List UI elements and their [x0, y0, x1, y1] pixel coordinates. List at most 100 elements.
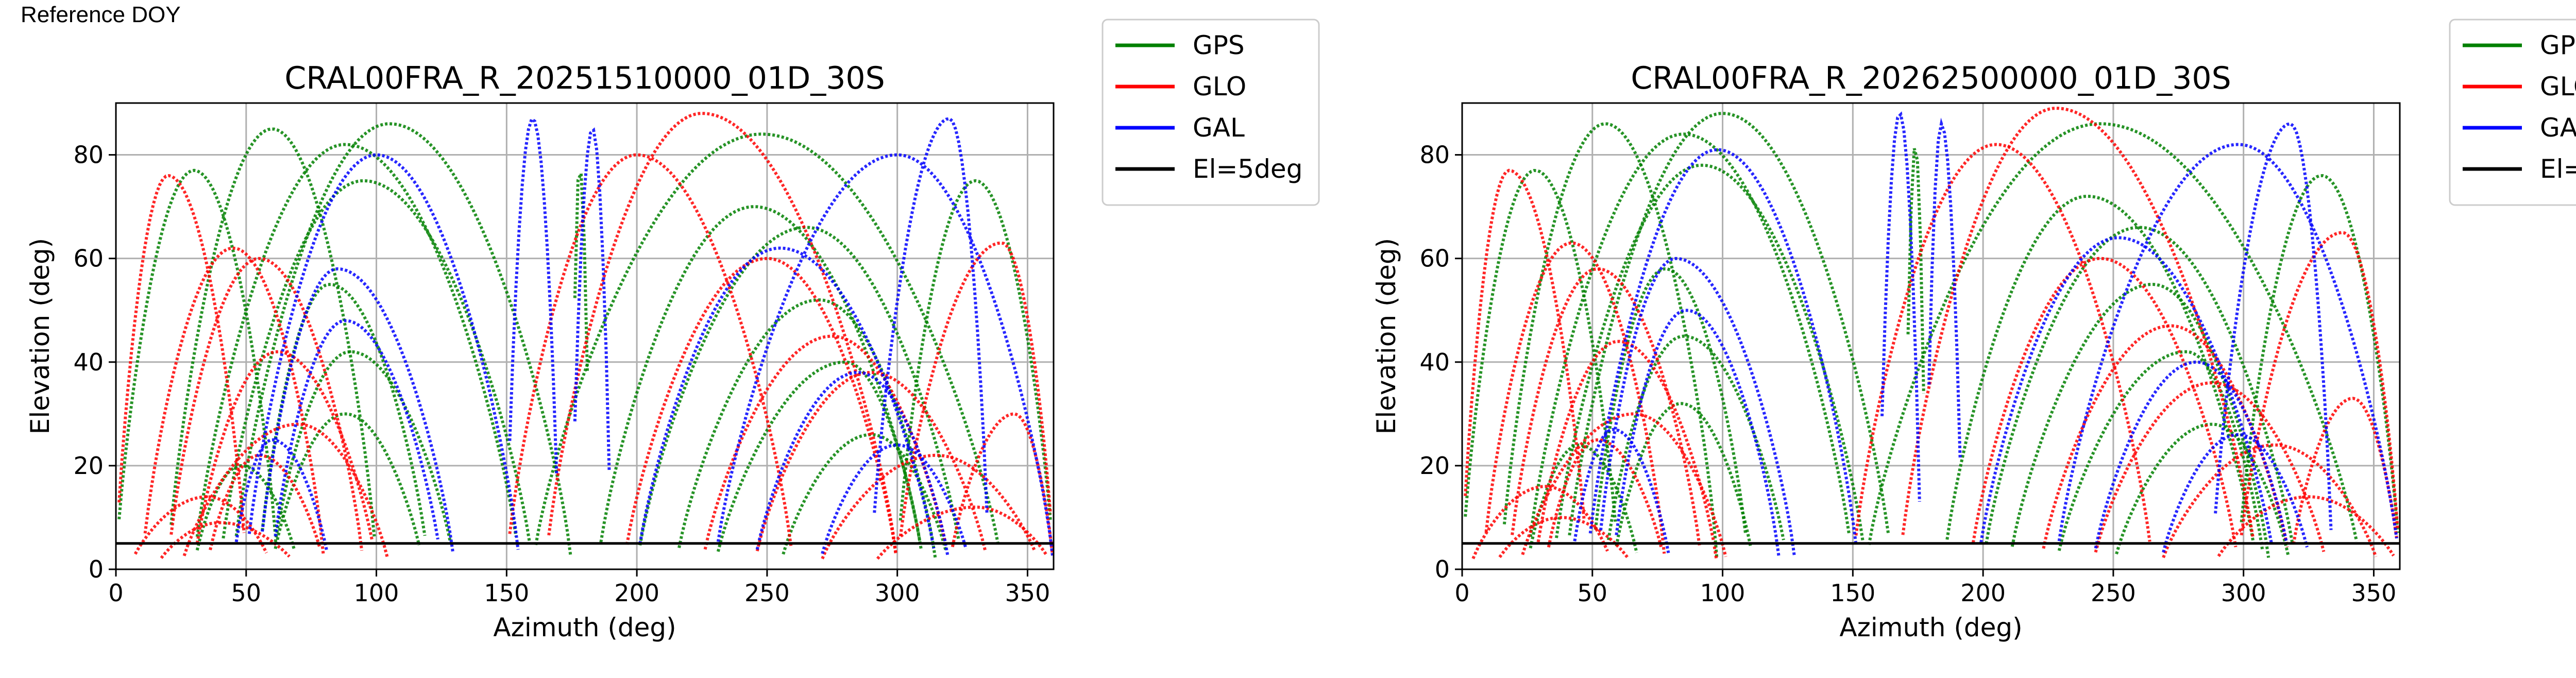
chart-title: CRAL00FRA_R_20262500000_01D_30S [1631, 60, 2231, 96]
series-track-gps [1607, 334, 1785, 540]
y-tick-label: 40 [1419, 348, 1450, 376]
series-track-glo [1536, 340, 1718, 560]
series-track-gal [1880, 111, 1921, 502]
y-tick-label: 80 [73, 141, 104, 169]
series-track-gal [234, 438, 329, 552]
y-tick-label: 60 [73, 245, 104, 273]
x-tick-label: 300 [875, 579, 920, 607]
series-track-glo [508, 153, 793, 547]
plot-area [117, 112, 1054, 560]
y-tick-label: 60 [1419, 245, 1450, 273]
series-track-glo [876, 505, 1048, 560]
reference-doy-label: Reference DOY [21, 2, 181, 27]
chart-title: CRAL00FRA_R_20251510000_01D_30S [284, 60, 885, 96]
series-track-gal [274, 319, 439, 540]
x-tick-label: 50 [1578, 579, 1608, 607]
series-track-glo [209, 453, 321, 551]
y-axis-label: Elevation (deg) [25, 238, 55, 434]
series-track-gps [677, 298, 937, 559]
series-track-gps [1945, 194, 2255, 544]
series-track-glo [1464, 168, 1586, 520]
series-track-glo [1854, 143, 2151, 542]
x-tick-label: 350 [1005, 579, 1050, 607]
chart-panel-left: 0 50 100 150 200 250 300 350 0 20 40 60 80 CRAL00FRA_… [25, 19, 1320, 642]
series-track-gps [1985, 226, 2294, 545]
x-tick-label: 300 [2221, 579, 2266, 607]
x-tick-label: 100 [354, 579, 399, 607]
y-tick-label: 0 [1435, 555, 1450, 583]
series-track-gps [261, 283, 427, 536]
series-track-gal [2057, 143, 2398, 541]
series-track-glo [1901, 107, 2255, 538]
series-track-glo [625, 257, 897, 554]
series-track-gal [1599, 257, 1797, 557]
y-tick-label: 0 [89, 555, 104, 583]
series-track-glo [143, 246, 325, 554]
x-tick-label: 200 [1960, 579, 2006, 607]
series-track-gal [638, 246, 936, 549]
y-tick-label: 20 [1419, 452, 1450, 480]
series-track-glo [821, 453, 1037, 560]
series-track-glo [2240, 231, 2399, 536]
series-track-gal [1927, 117, 1962, 459]
series-track-glo [1521, 412, 1727, 557]
chart-panel-right: 0 50 100 150 200 250 300 350 0 20 40 60 80 CRAL00FRA_… [1371, 19, 2576, 642]
series-track-gal [821, 443, 968, 554]
series-track-gps [2240, 174, 2399, 533]
series-track-gal [247, 153, 520, 550]
x-tick-label: 0 [1454, 579, 1469, 607]
series-track-gal [1588, 148, 1858, 545]
series-track-gps [2057, 350, 2264, 551]
series-track-gps [234, 122, 572, 557]
series-track-gps [638, 226, 960, 546]
legend-box [1101, 19, 1320, 206]
series-track-glo [2217, 495, 2395, 557]
series-track-glo [133, 495, 268, 555]
series-track-glo [703, 334, 947, 550]
series-track-glo [1471, 485, 1609, 560]
series-track-gps [170, 127, 376, 537]
series-track-glo [160, 521, 291, 560]
series-track-gps [1615, 402, 1753, 548]
series-track-gal [1615, 309, 1781, 557]
legend: GPS GLO GAL El=5deg [1101, 19, 1320, 206]
series-track-gal [755, 370, 950, 557]
series-track-gps [117, 168, 277, 534]
series-track-gps [222, 179, 531, 543]
series-track-gps [1906, 148, 1925, 394]
series-track-glo [755, 371, 987, 552]
series-track-glo [1971, 257, 2238, 548]
axes-frame [1461, 102, 2401, 570]
series-track-gps [2115, 422, 2290, 556]
legend-label: GPS [1193, 30, 1245, 60]
legend-label: El=5deg [2540, 154, 2576, 184]
x-tick-label: 250 [2091, 579, 2136, 607]
series-track-gps [1867, 122, 2359, 545]
series-track-gps [1594, 267, 1747, 534]
legend-label: GPS [2540, 30, 2576, 60]
series-track-gps [1568, 112, 1890, 536]
series-track-glo [899, 241, 1052, 537]
series-track-glo [2094, 381, 2326, 553]
series-track-gps [1529, 443, 1638, 553]
series-track-glo [1511, 267, 1702, 547]
x-axis-label: Azimuth (deg) [493, 613, 676, 642]
series-track-gps [195, 143, 518, 537]
x-axis-label: Azimuth (deg) [1839, 613, 2022, 642]
series-track-glo [1484, 241, 1666, 554]
series-track-gal [508, 116, 558, 474]
series-track-gal [2214, 122, 2333, 530]
legend-label: GAL [1193, 113, 1245, 143]
series-track-gps [274, 412, 421, 549]
x-tick-label: 150 [484, 579, 529, 607]
series-track-glo [1498, 516, 1629, 559]
series-track-glo [951, 412, 1054, 555]
series-track-gal [873, 116, 989, 513]
x-tick-label: 0 [108, 579, 123, 607]
y-axis-label: Elevation (deg) [1371, 238, 1401, 434]
series-track-gal [261, 267, 455, 553]
y-tick-label: 20 [73, 452, 104, 480]
series-track-gal [716, 153, 1054, 556]
series-track-glo [182, 422, 389, 558]
